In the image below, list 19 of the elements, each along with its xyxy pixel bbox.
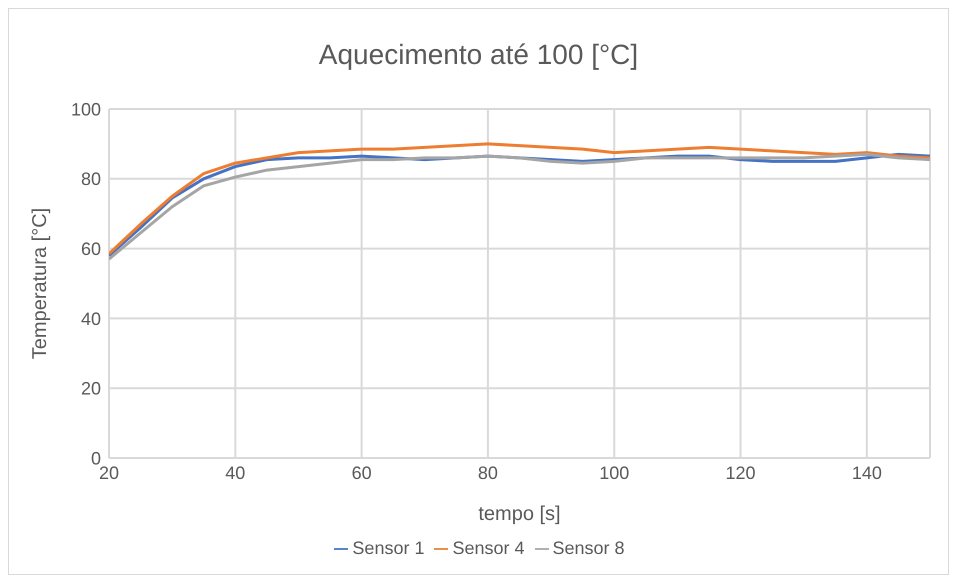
- y-tick-label: 60: [80, 238, 101, 259]
- y-axis-title: Temperatura [°C]: [29, 208, 52, 360]
- y-tick-label: 40: [80, 308, 101, 329]
- y-tick-label: 80: [80, 169, 101, 190]
- chart-title: Aquecimento até 100 [°C]: [318, 39, 640, 72]
- legend-label: Sensor 4: [452, 538, 525, 558]
- x-tick-label: 120: [726, 462, 756, 483]
- x-tick-label: 20: [98, 462, 120, 483]
- x-tick-label: 80: [478, 462, 498, 483]
- x-tick-label: 40: [225, 462, 246, 483]
- x-tick-label: 60: [352, 462, 372, 483]
- x-tick-label: 140: [852, 462, 882, 483]
- legend-label: Sensor 8: [552, 538, 625, 558]
- x-axis-title: tempo [s]: [478, 503, 561, 525]
- y-tick-label: 100: [70, 99, 101, 120]
- y-tick-label: 0: [90, 448, 101, 468]
- x-tick-label: 100: [599, 462, 630, 483]
- legend-label: Sensor 1: [352, 538, 424, 558]
- y-tick-label: 20: [80, 378, 101, 399]
